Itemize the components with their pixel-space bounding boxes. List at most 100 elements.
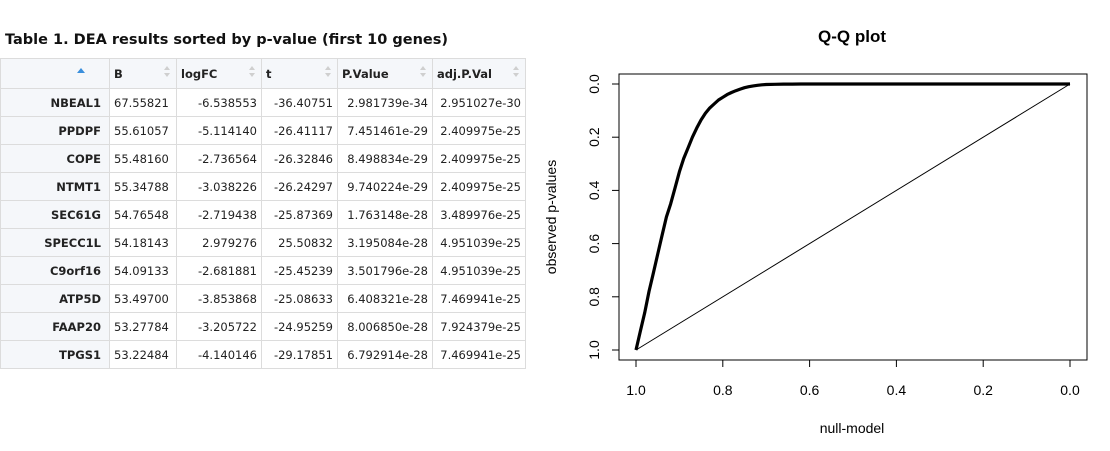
cell-adjpval: 2.409975e-25 [432,172,526,201]
cell-logfc: -3.853868 [176,284,262,313]
table-row: SEC61G 54.76548 -2.719438 -25.87369 1.763148… [0,200,526,229]
column-header-label: t [266,66,272,81]
y-axis: 0.0 0.2 0.4 0.6 0.8 1.0 [586,74,620,360]
cell-logfc: -2.719438 [176,200,262,229]
cell-t: -25.45239 [261,256,338,285]
column-header-label: adj.P.Val [437,66,492,81]
row-gene-name: NTMT1 [0,172,110,201]
cell-adjpval: 2.409975e-25 [432,116,526,145]
y-tick-label: 0.0 [586,74,602,94]
x-tick-label: 0.4 [887,382,907,398]
cell-t: -25.87369 [261,200,338,229]
cell-logfc: -2.681881 [176,256,262,285]
sort-icon [249,66,255,80]
cell-pvalue: 1.763148e-28 [337,200,433,229]
row-gene-name: SEC61G [0,200,110,229]
y-tick-label: 1.0 [586,340,602,360]
cell-adjpval: 7.924379e-25 [432,312,526,341]
cell-b: 54.76548 [109,200,177,229]
cell-b: 54.18143 [109,228,177,257]
cell-logfc: -3.205722 [176,312,262,341]
cell-b: 55.61057 [109,116,177,145]
x-tick-label: 0.2 [973,382,993,398]
table-caption: Table 1. DEA results sorted by p-value (… [5,32,449,48]
cell-adjpval: 2.409975e-25 [432,144,526,173]
row-gene-name: TPGS1 [0,340,110,369]
column-header-adjpval[interactable]: adj.P.Val [432,58,526,89]
qq-plot: Q-Q plot 1.0 0.8 0.6 0.4 0.2 0.0 0.0 0.2 0.4 0.6… [543,27,1088,436]
cell-pvalue: 7.451461e-29 [337,116,433,145]
x-axis-label: null-model [820,420,885,436]
y-tick-label: 0.4 [586,180,602,200]
sort-ascending-icon [77,68,85,73]
cell-b: 55.48160 [109,144,177,173]
column-header-t[interactable]: t [261,58,338,89]
table-row: TPGS1 53.22484 -4.140146 -29.17851 6.792914e… [0,340,526,369]
qq-curve [634,82,1070,351]
column-header-b[interactable]: B [109,58,177,89]
table-header-row: B logFC t P.Value adj.P.Val [0,58,526,89]
table-row: SPECC1L 54.18143 2.979276 25.50832 3.195084e… [0,228,526,257]
cell-t: -26.32846 [261,144,338,173]
cell-adjpval: 7.469941e-25 [432,284,526,313]
table-row: FAAP20 53.27784 -3.205722 -24.95259 8.006850… [0,312,526,341]
cell-adjpval: 7.469941e-25 [432,340,526,369]
cell-t: 25.50832 [261,228,338,257]
cell-pvalue: 8.006850e-28 [337,312,433,341]
series-layer [634,82,1071,351]
column-header-logfc[interactable]: logFC [176,58,262,89]
x-tick-label: 0.6 [800,382,820,398]
row-gene-name: NBEAL1 [0,88,110,117]
x-tick-label: 0.8 [713,382,733,398]
y-tick-label: 0.2 [586,127,602,147]
x-tick-label: 1.0 [626,382,646,398]
cell-pvalue: 9.740224e-29 [337,172,433,201]
column-header-rownames[interactable] [0,58,110,89]
cell-logfc: -2.736564 [176,144,262,173]
table-row: NTMT1 55.34788 -3.038226 -26.24297 9.740224e… [0,172,526,201]
qq-plot-panel: Q-Q plot 1.0 0.8 0.6 0.4 0.2 0.0 0.0 0.2 0.4 0.6… [540,0,1110,447]
cell-t: -36.40751 [261,88,338,117]
cell-logfc: -6.538553 [176,88,262,117]
column-header-pvalue[interactable]: P.Value [337,58,433,89]
table-row: COPE 55.48160 -2.736564 -26.32846 8.498834e-… [0,144,526,173]
cell-t: -24.95259 [261,312,338,341]
x-tick-label: 0.0 [1060,382,1080,398]
cell-logfc: -3.038226 [176,172,262,201]
cell-b: 53.27784 [109,312,177,341]
cell-pvalue: 3.501796e-28 [337,256,433,285]
cell-adjpval: 4.951039e-25 [432,256,526,285]
cell-adjpval: 2.951027e-30 [432,88,526,117]
row-gene-name: FAAP20 [0,312,110,341]
cell-b: 54.09133 [109,256,177,285]
cell-adjpval: 4.951039e-25 [432,228,526,257]
chart-title: Q-Q plot [818,27,886,46]
cell-t: -26.24297 [261,172,338,201]
y-tick-label: 0.6 [586,234,602,254]
cell-pvalue: 6.408321e-28 [337,284,433,313]
x-axis: 1.0 0.8 0.6 0.4 0.2 0.0 [626,359,1080,398]
cell-b: 53.49700 [109,284,177,313]
y-tick-label: 0.8 [586,287,602,307]
table-panel: Table 1. DEA results sorted by p-value (… [0,0,540,447]
cell-pvalue: 6.792914e-28 [337,340,433,369]
table-body: NBEAL1 67.55821 -6.538553 -36.40751 2.981739… [0,88,526,369]
cell-pvalue: 3.195084e-28 [337,228,433,257]
y-axis-label: observed p-values [543,160,559,274]
column-header-label: P.Value [342,66,389,81]
cell-t: -25.08633 [261,284,338,313]
row-gene-name: SPECC1L [0,228,110,257]
cell-t: -29.17851 [261,340,338,369]
cell-logfc: -4.140146 [176,340,262,369]
cell-t: -26.41117 [261,116,338,145]
cell-b: 53.22484 [109,340,177,369]
row-gene-name: ATP5D [0,284,110,313]
cell-logfc: -5.114140 [176,116,262,145]
table-row: PPDPF 55.61057 -5.114140 -26.41117 7.451461e… [0,116,526,145]
row-gene-name: COPE [0,144,110,173]
reference-diagonal-line [635,83,1071,351]
cell-adjpval: 3.489976e-25 [432,200,526,229]
row-gene-name: C9orf16 [0,256,110,285]
column-header-label: B [114,66,123,81]
sort-icon [513,66,519,80]
